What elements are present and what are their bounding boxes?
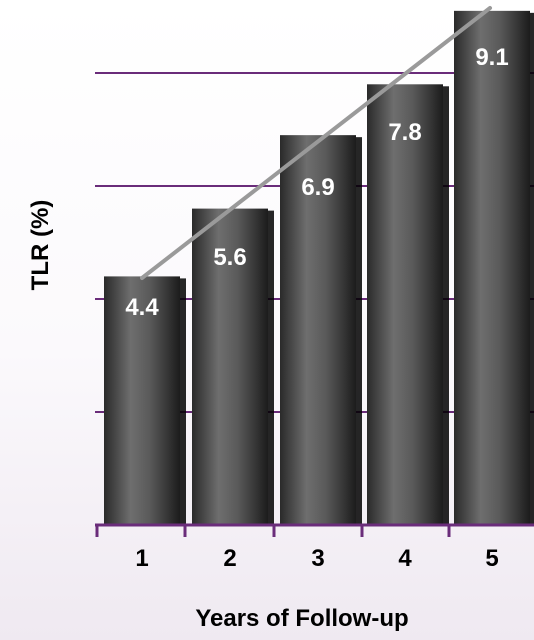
bar — [280, 135, 356, 525]
data-labels: 4.4 5.6 6.9 7.8 9.1 — [125, 44, 508, 321]
data-label: 5.6 — [213, 244, 246, 271]
x-tick-label: 3 — [311, 545, 324, 572]
data-label: 6.9 — [301, 174, 334, 201]
data-label: 7.8 — [388, 119, 421, 146]
trend-line — [140, 6, 492, 280]
x-tick-label: 5 — [485, 545, 498, 572]
data-label: 4.4 — [125, 294, 159, 321]
x-axis — [95, 523, 534, 537]
y-axis-label: TLR (%) — [27, 200, 54, 291]
trend-line-group — [140, 6, 492, 280]
data-label: 9.1 — [475, 44, 508, 71]
x-tick-label: 1 — [135, 545, 148, 572]
bar — [454, 10, 530, 526]
bar — [192, 208, 268, 525]
bar — [367, 84, 443, 526]
x-tick-label: 2 — [223, 545, 236, 572]
x-tick-label: 4 — [398, 545, 412, 572]
bar — [104, 276, 180, 525]
x-tick-labels: 1 2 3 4 5 — [135, 545, 498, 572]
bar-series — [104, 10, 534, 526]
x-axis-label: Years of Follow-up — [195, 605, 408, 632]
